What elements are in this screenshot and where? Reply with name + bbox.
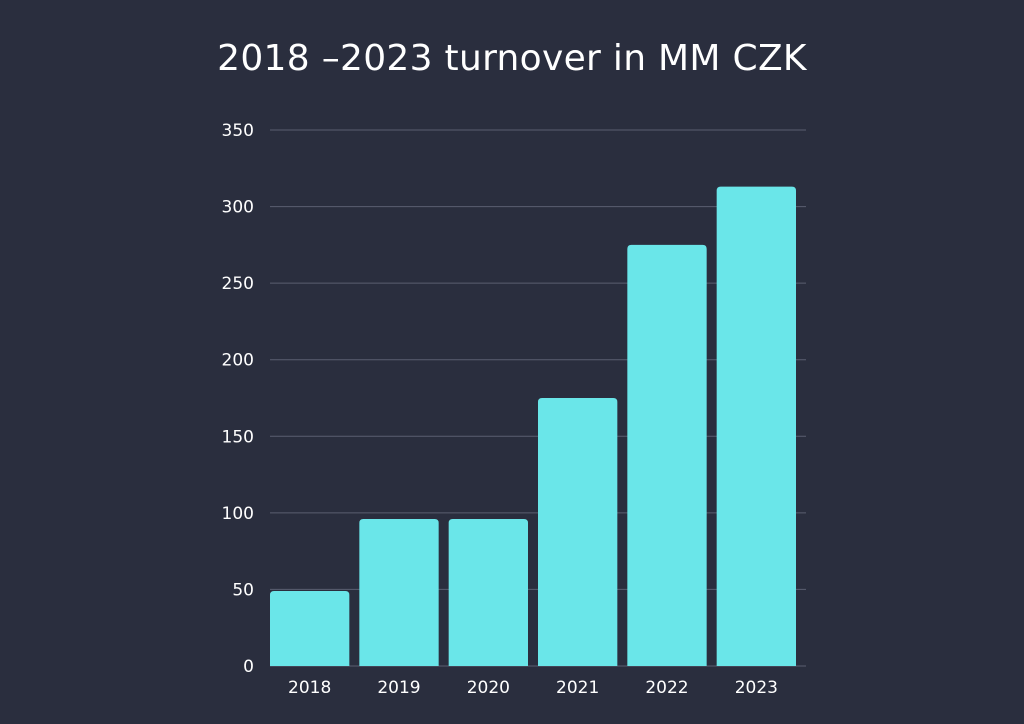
- y-tick-label: 200: [222, 351, 254, 371]
- y-axis-ticks: 0 50 100 150 200 250 300 350: [222, 121, 254, 677]
- bar-2023: [716, 186, 796, 667]
- y-tick-label: 0: [243, 657, 254, 677]
- y-tick-label: 50: [232, 580, 254, 600]
- bar-2020: [448, 518, 528, 666]
- x-axis-ticks: 2018 2019 2020 2021 2022 2023: [288, 678, 778, 698]
- x-tick-label: 2021: [556, 678, 599, 698]
- y-tick-label: 350: [222, 121, 254, 141]
- x-tick-label: 2023: [735, 678, 778, 698]
- x-tick-label: 2019: [377, 678, 420, 698]
- chart-title: 2018 –2023 turnover in MM CZK: [217, 38, 807, 79]
- y-tick-label: 250: [222, 274, 254, 294]
- bar-2021: [538, 398, 618, 666]
- x-tick-label: 2018: [288, 678, 331, 698]
- bars: [270, 186, 796, 667]
- y-tick-label: 100: [222, 504, 254, 524]
- y-tick-label: 150: [222, 427, 254, 447]
- bar-2022: [627, 244, 707, 666]
- bar-2018: [270, 590, 350, 666]
- bar-2019: [359, 518, 439, 666]
- x-tick-label: 2022: [645, 678, 688, 698]
- x-tick-label: 2020: [467, 678, 510, 698]
- y-tick-label: 300: [222, 198, 254, 218]
